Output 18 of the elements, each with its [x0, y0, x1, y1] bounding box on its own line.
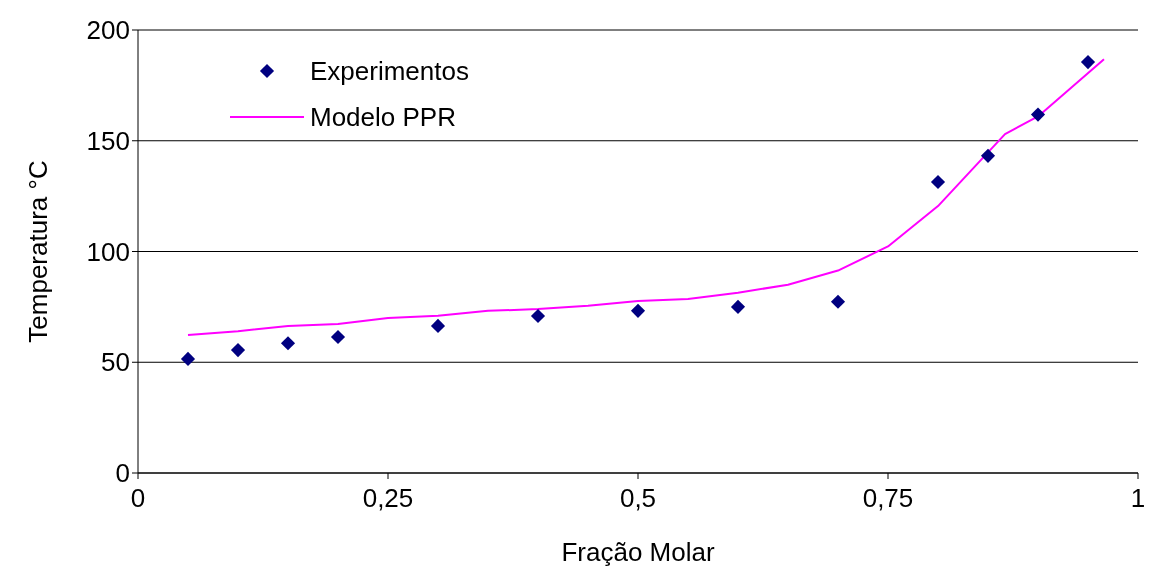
legend-label: Modelo PPR	[310, 101, 456, 134]
x-tick-label: 0,5	[619, 483, 657, 514]
y-tick-label: 150	[86, 125, 130, 156]
x-tick-label: 1	[1130, 483, 1146, 514]
point	[1080, 55, 1096, 70]
y-tick-label: 50	[101, 347, 130, 378]
line-series	[187, 58, 1105, 337]
point	[630, 303, 646, 318]
x-tick-label: 0,25	[362, 483, 414, 514]
y-tick-label: 100	[86, 236, 130, 267]
y-tick-label: 200	[86, 15, 130, 46]
x-axis-title: Fração Molar	[561, 537, 715, 567]
y-tick-label: 0	[115, 458, 130, 489]
y-axis-title: Temperatura °C	[23, 160, 54, 343]
legend-label: Experimentos	[310, 55, 469, 88]
point	[1030, 107, 1046, 122]
x-tick-label: 0,75	[862, 483, 914, 514]
point	[980, 148, 996, 163]
